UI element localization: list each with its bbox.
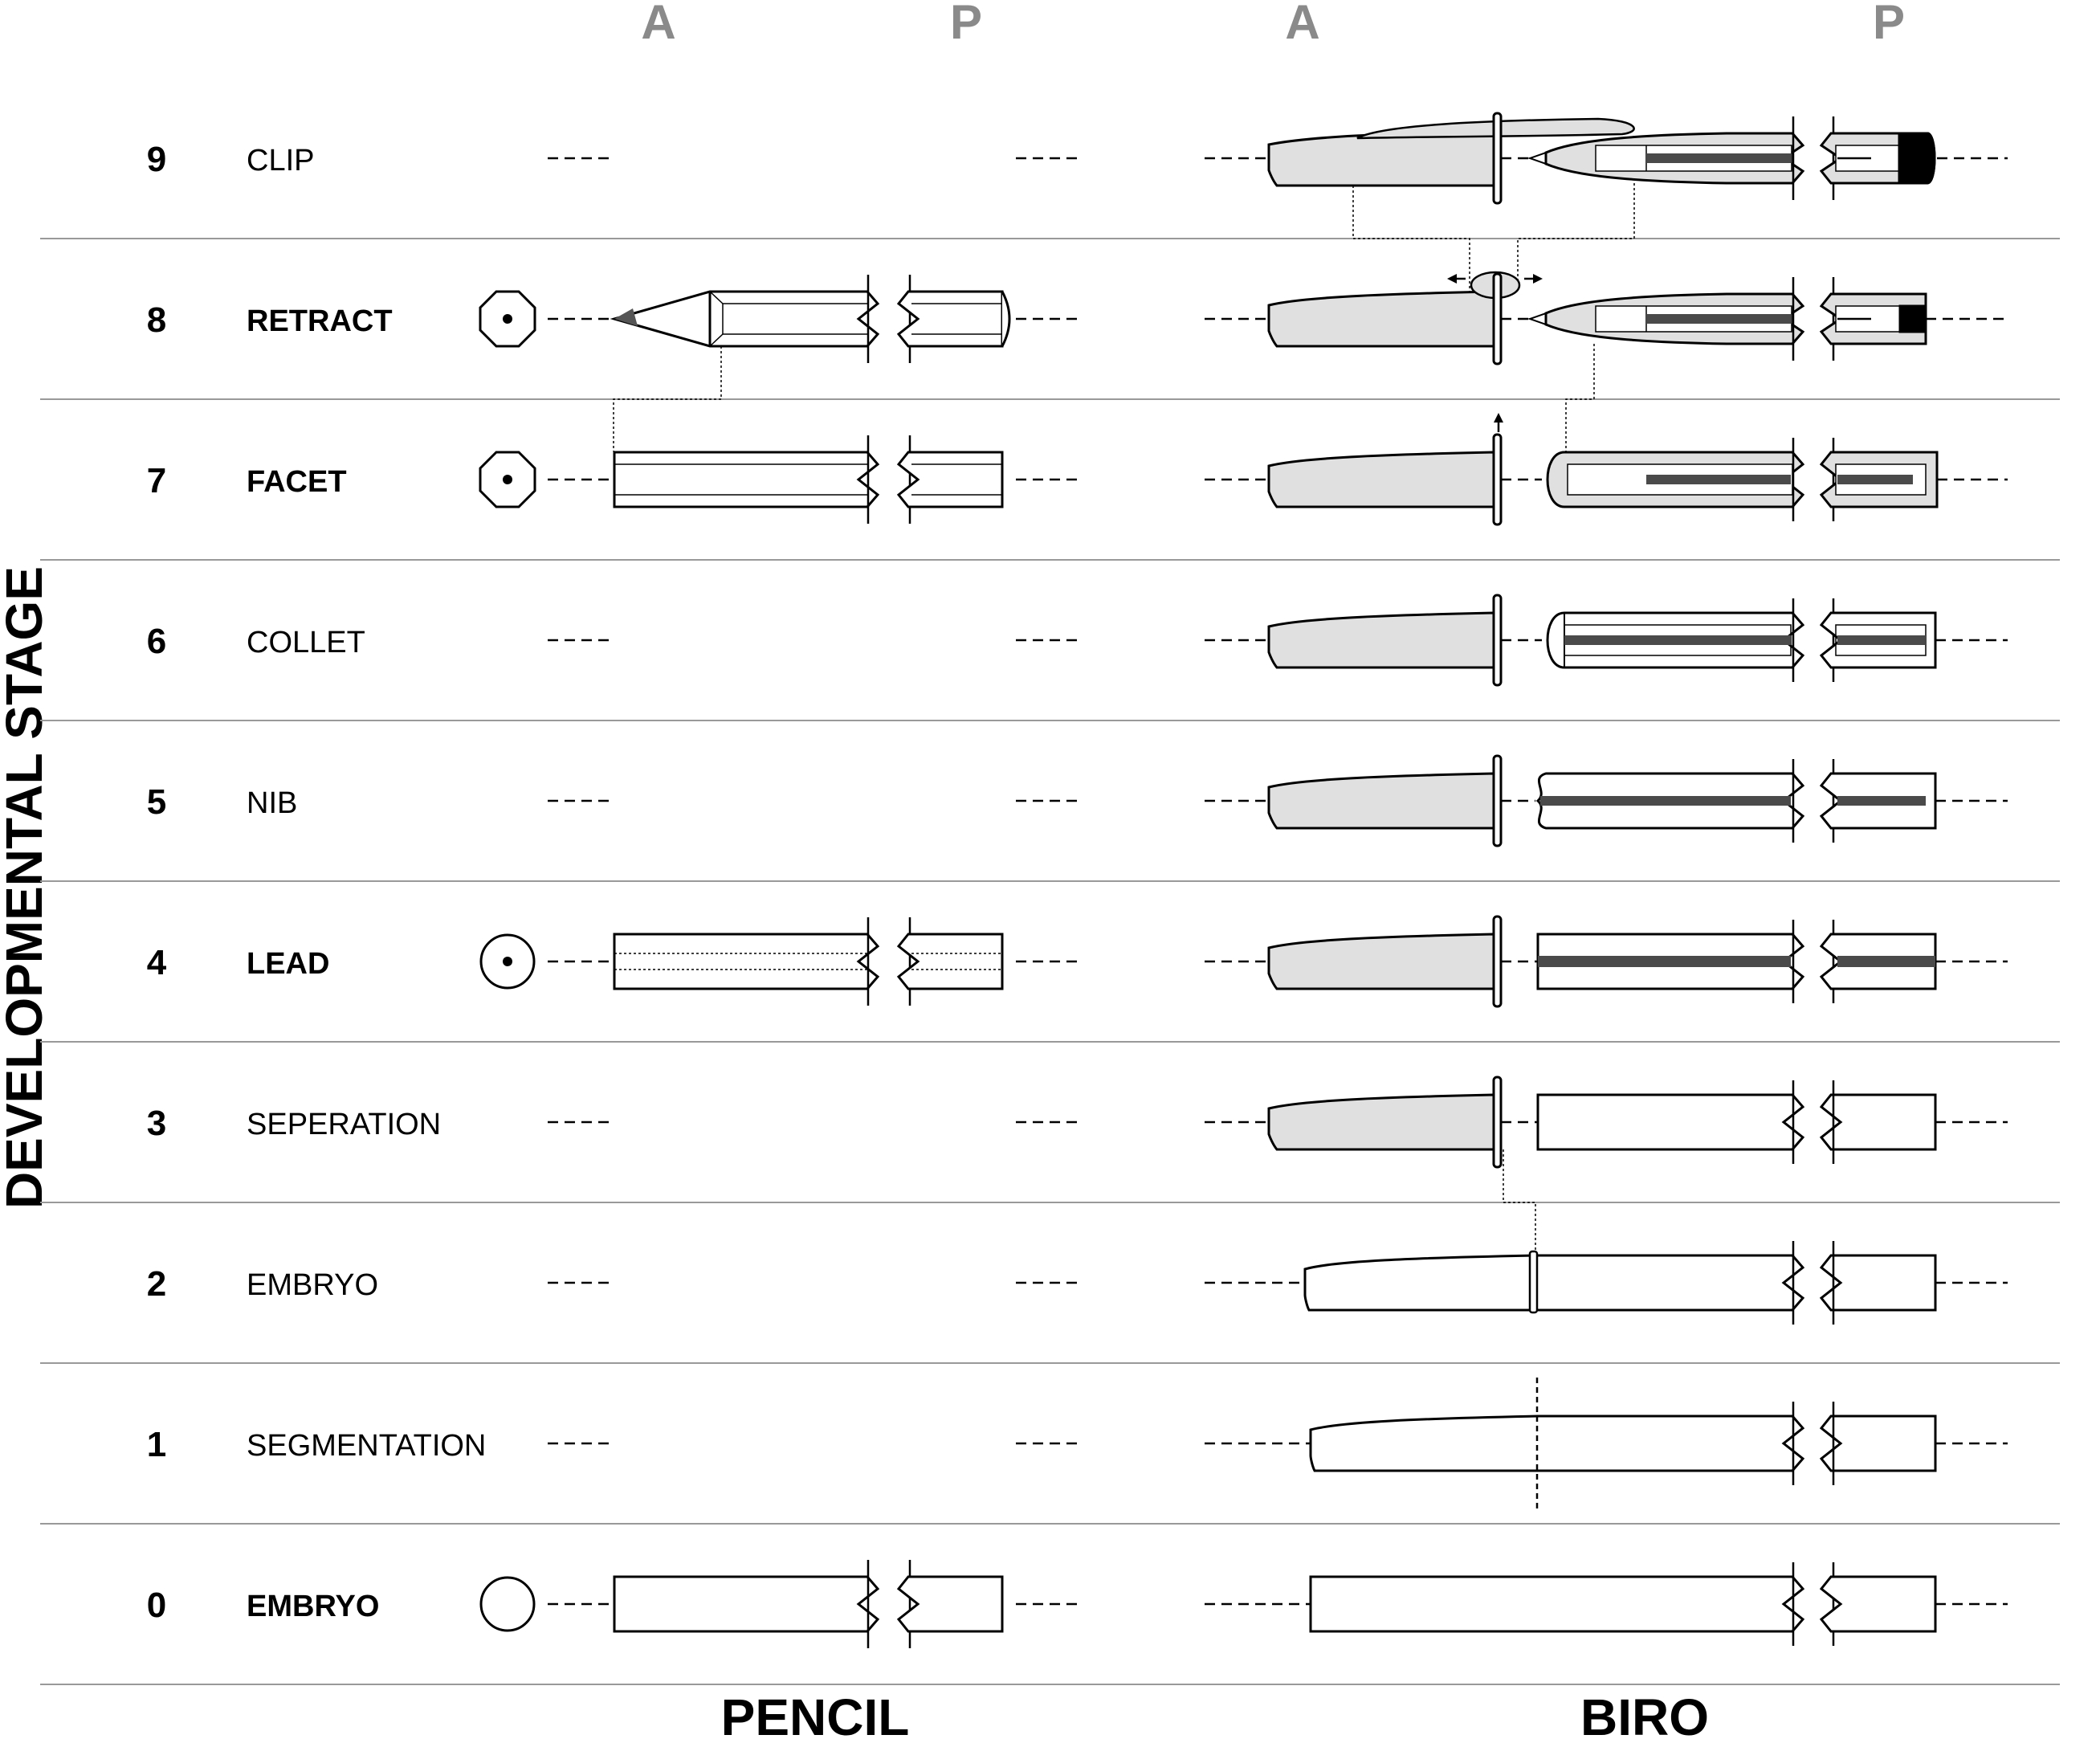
stage-number: 5 (147, 782, 166, 822)
biro-stage-4-lead (1205, 915, 2008, 1008)
biro-posterior-label: P (1873, 0, 1905, 49)
stage-name: FACET (247, 465, 347, 499)
round-cross-section-icon (479, 933, 536, 990)
biro-stage-connector (1517, 183, 1635, 292)
stage-number: 7 (147, 461, 166, 500)
biro-stage-5-nib (1205, 754, 2008, 847)
row-dividers (40, 238, 2060, 1685)
pencil-empty-stage-dashes (548, 157, 1083, 1445)
stage-name: EMBRYO (247, 1590, 379, 1623)
biro-stage-9-clip (1205, 112, 2008, 205)
stage-name: EMBRYO (247, 1268, 378, 1302)
pencil-posterior-label: P (950, 0, 982, 49)
biro-stage-0-embryo (1205, 1562, 2008, 1646)
octagon-cross-section-icon (479, 451, 536, 508)
stage-name: CLIP (247, 144, 314, 178)
stage-name: NIB (247, 786, 297, 820)
pencil-stage-7-faceted (479, 435, 1083, 524)
stage-number: 4 (147, 943, 167, 982)
biro-stage-7-facet (1205, 413, 2008, 526)
stage-name: LEAD (247, 947, 329, 981)
biro-stage-connector (1352, 186, 1470, 292)
biro-stage-connector (1565, 344, 1595, 452)
stage-number: 0 (147, 1586, 166, 1625)
stage-name: COLLET (247, 626, 365, 659)
octagon-cross-section-icon (479, 290, 536, 348)
stage-name: RETRACT (247, 304, 393, 338)
pencil-stage-0-embryo (479, 1560, 1083, 1648)
round-cross-section-icon (479, 1576, 536, 1632)
biro-stage-connector (1503, 1149, 1536, 1253)
biro-stage-3-separation (1205, 1076, 2008, 1169)
stage-number: 3 (147, 1104, 166, 1143)
stage-number: 9 (147, 140, 166, 179)
stage-number: 6 (147, 622, 166, 661)
pencil-column-title: PENCIL (721, 1688, 910, 1739)
pencil-stage-8-sharpened (479, 275, 1083, 363)
biro-stage-6-collet (1205, 594, 2008, 687)
biro-anterior-label: A (1285, 0, 1319, 49)
biro-stage-8-retract (1205, 271, 2008, 365)
pencil-stage-4-lead (479, 917, 1083, 1006)
pencil-anterior-label: A (641, 0, 675, 49)
stage-labels: 9 CLIP 8 RETRACT 7 FACET 6 COLLET 5 NIB 4 LEAD 3 SEPE… (147, 140, 487, 1625)
stage-number: 2 (147, 1264, 166, 1304)
biro-column-title: BIRO (1580, 1688, 1709, 1739)
axis-letters: A P A P (641, 0, 1905, 49)
stage-number: 8 (147, 300, 166, 340)
biro-stage-2-embryo (1205, 1250, 2008, 1314)
stage-name: SEGMENTATION (247, 1429, 486, 1463)
biro-column (1205, 112, 2008, 1646)
pencil-stage-connector (613, 346, 722, 451)
developmental-stage-axis-label: DEVELOPMENTAL STAGE (0, 566, 53, 1209)
pencil-column (479, 157, 1083, 1648)
stage-name: SEPERATION (247, 1108, 441, 1141)
biro-stage-1-segmentation (1205, 1378, 2008, 1512)
stage-number: 1 (147, 1425, 166, 1464)
biro-break-marks (1792, 1080, 1835, 1485)
